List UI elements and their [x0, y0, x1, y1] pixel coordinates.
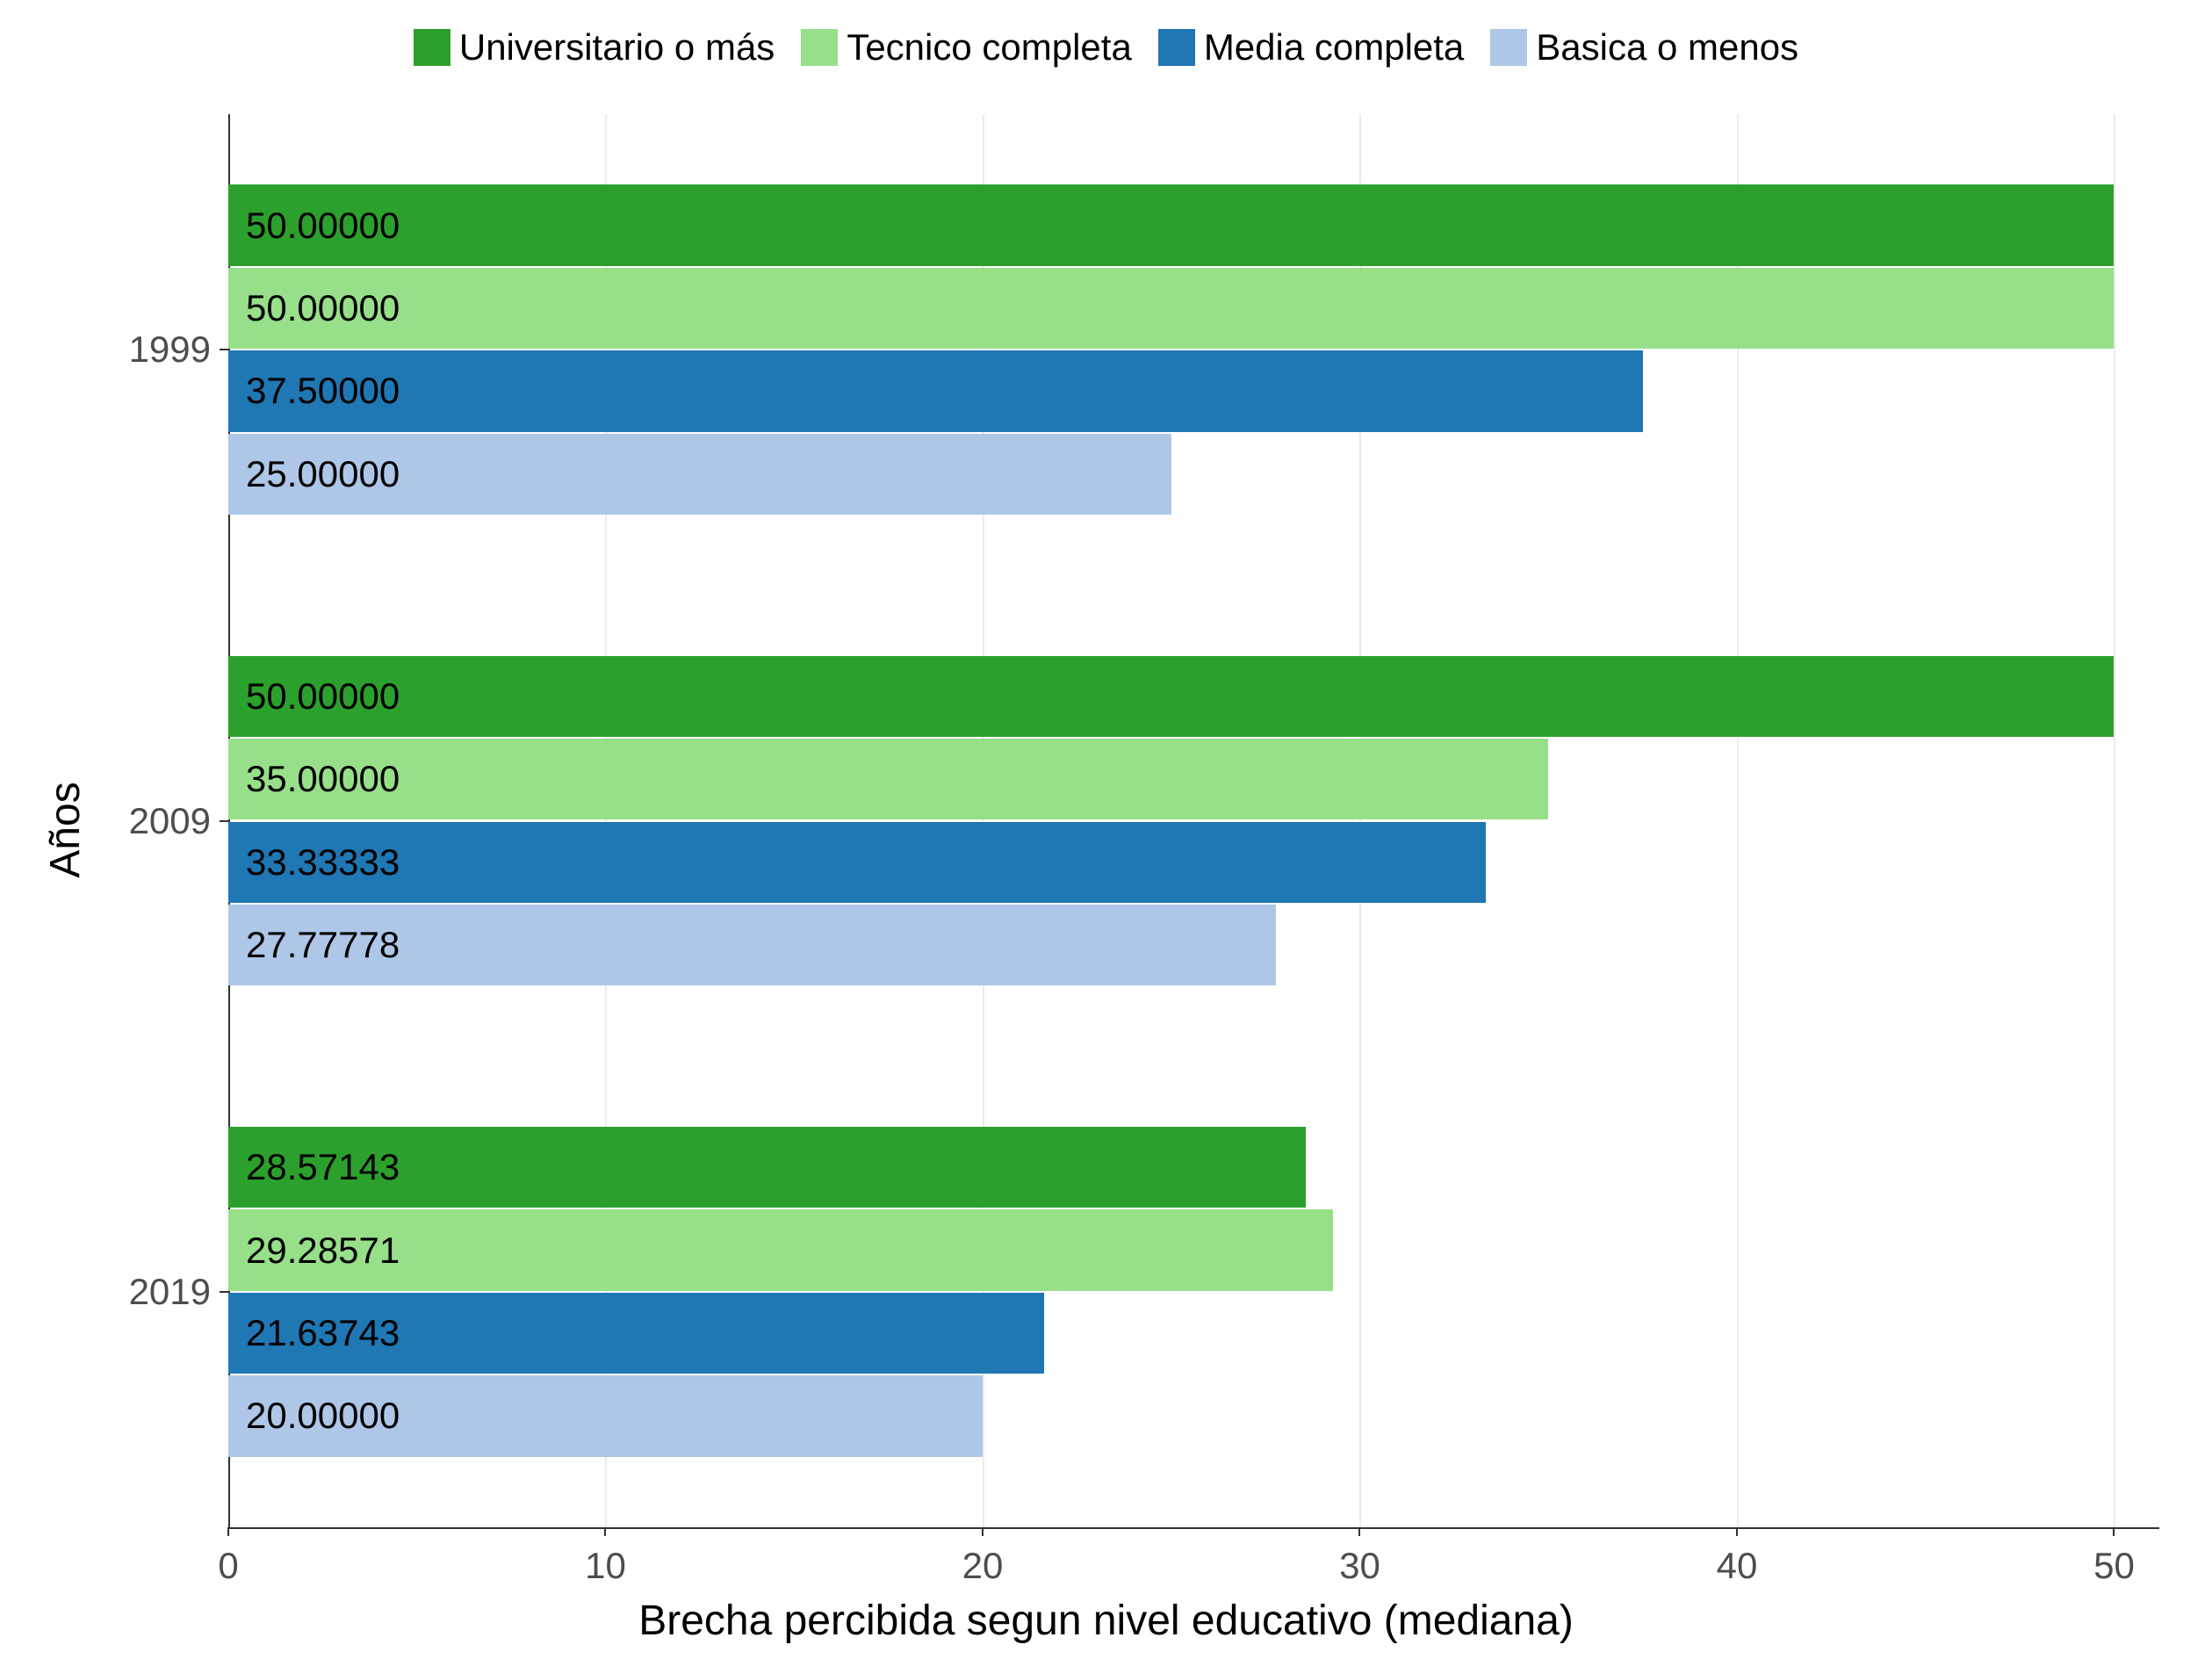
legend-swatch-univ [414, 29, 450, 66]
legend-label-univ: Universitario o más [459, 26, 775, 69]
bar [228, 739, 1548, 819]
legend-swatch-media [1158, 29, 1195, 66]
bar-value-label: 25.00000 [246, 453, 400, 495]
legend: Universitario o más Tecnico completa Med… [0, 26, 2212, 69]
bar [228, 350, 1643, 431]
bar-value-label: 27.77778 [246, 924, 400, 966]
y-tick-mark [220, 820, 228, 822]
y-axis-title: Años [41, 782, 90, 877]
bar-value-label: 35.00000 [246, 758, 400, 800]
bar-value-label: 20.00000 [246, 1395, 400, 1437]
legend-label-tecnico: Tecnico completa [847, 26, 1132, 69]
grid-line [2114, 114, 2115, 1527]
bar [228, 656, 2114, 737]
y-tick-mark [220, 349, 228, 350]
x-tick-label: 50 [2093, 1545, 2135, 1587]
bar-value-label: 50.00000 [246, 205, 400, 247]
bar-value-label: 28.57143 [246, 1146, 400, 1188]
chart-container: Universitario o más Tecnico completa Med… [0, 0, 2212, 1659]
plot-area: 01020304050199950.0000050.0000037.500002… [228, 114, 2159, 1527]
legend-item-tecnico: Tecnico completa [801, 26, 1132, 69]
x-tick-label: 0 [218, 1545, 238, 1587]
legend-item-univ: Universitario o más [414, 26, 775, 69]
bar-value-label: 50.00000 [246, 287, 400, 329]
legend-swatch-tecnico [801, 29, 838, 66]
bar-value-label: 29.28571 [246, 1230, 400, 1272]
x-tick-label: 30 [1339, 1545, 1380, 1587]
legend-label-media: Media completa [1204, 26, 1464, 69]
legend-label-basica: Basica o menos [1536, 26, 1798, 69]
y-tick-mark [220, 1291, 228, 1293]
x-axis-line [228, 1527, 2159, 1529]
x-tick-label: 20 [962, 1545, 1004, 1587]
x-tick-label: 40 [1717, 1545, 1758, 1587]
bar [228, 268, 2114, 349]
x-tick-label: 10 [585, 1545, 626, 1587]
legend-item-basica: Basica o menos [1490, 26, 1798, 69]
bar-value-label: 37.50000 [246, 370, 400, 412]
y-tick-label: 1999 [114, 328, 211, 371]
legend-item-media: Media completa [1158, 26, 1464, 69]
y-tick-label: 2019 [114, 1271, 211, 1313]
y-tick-label: 2009 [114, 800, 211, 842]
legend-swatch-basica [1490, 29, 1527, 66]
bar-value-label: 50.00000 [246, 675, 400, 718]
bar-value-label: 21.63743 [246, 1312, 400, 1354]
x-axis-title: Brecha percibida segun nivel educativo (… [0, 1597, 2212, 1645]
bar-value-label: 33.33333 [246, 841, 400, 884]
bar [228, 822, 1486, 903]
bar [228, 184, 2114, 265]
